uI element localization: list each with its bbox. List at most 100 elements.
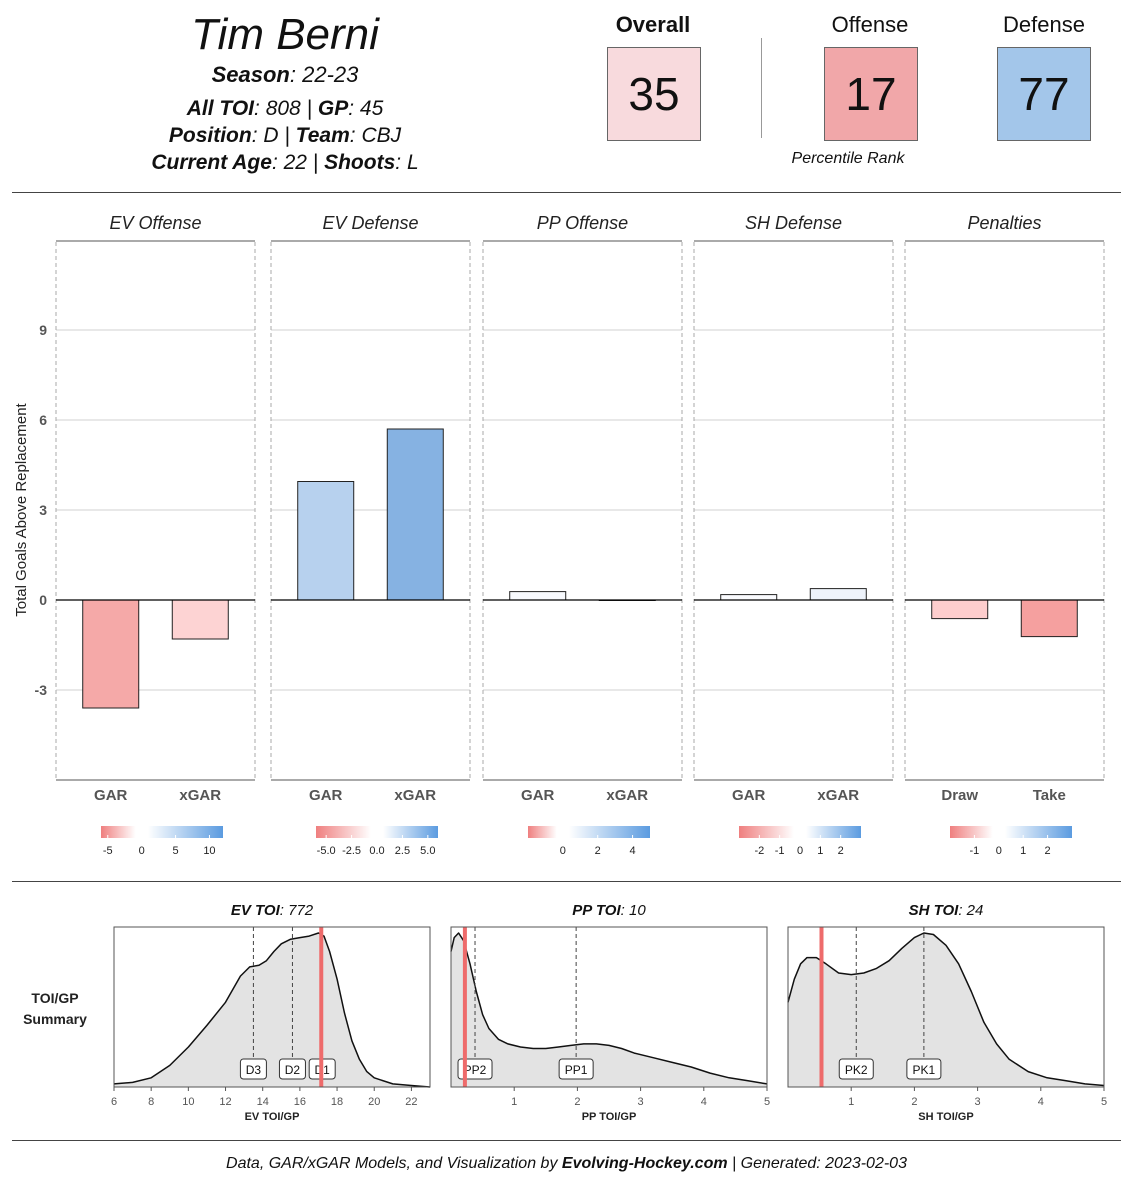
x-tick-label: 14 — [257, 1096, 269, 1108]
panel-pp-offense: PP Offense GAR xGAR 0 2 4 — [482, 213, 683, 857]
toi-title-label: PP TOI — [572, 902, 621, 919]
tier-marker-label: PP1 — [565, 1063, 588, 1077]
tier-marker-box — [906, 1058, 942, 1080]
gp-label: GP — [317, 97, 349, 120]
defense-rank-box: 77 — [997, 47, 1091, 141]
scale-tick-label: 2 — [1045, 845, 1051, 857]
x-tick-label: GAR — [94, 787, 128, 804]
footer-site: Evolving-Hockey.com — [561, 1155, 728, 1172]
y-tick-label: -3 — [35, 682, 48, 698]
defense-rank-title: Defense — [1003, 12, 1085, 37]
scale-tick-label: 0 — [139, 845, 145, 857]
shoots-value: L — [406, 151, 419, 174]
x-tick-label: xGAR — [606, 787, 648, 804]
tier-marker-box — [838, 1058, 874, 1080]
x-tick-label: GAR — [521, 787, 555, 804]
x-tick-label: 6 — [111, 1096, 117, 1108]
x-axis-label: SH TOI/GP — [918, 1111, 973, 1123]
scale-tick-label: 2.5 — [395, 845, 410, 857]
toi-panel-pp-toi-gp: PP TOI: 10 PP2 PP1 1 2 3 4 5 PP TOI/GP — [450, 902, 770, 1123]
color-scale-bar — [316, 826, 438, 838]
tier-marker-label: PK1 — [913, 1063, 936, 1077]
shoots-label: Shoots — [324, 151, 396, 174]
panel-title: SH Defense — [745, 213, 842, 233]
panel-title: EV Offense — [109, 213, 201, 233]
bar-xgar — [809, 588, 867, 601]
season-label: Season — [211, 62, 290, 87]
position-value: D — [263, 124, 279, 147]
color-scale-bar — [528, 826, 650, 838]
panel-title: PP Offense — [537, 213, 628, 233]
toi-panel-frame — [787, 926, 1105, 1088]
panel-ev-defense: EV Defense GAR xGAR -5.0 -2.5 0.0 2.5 5.0 — [270, 213, 471, 857]
x-tick-label: 18 — [331, 1096, 343, 1108]
gp-value: 45 — [359, 97, 384, 120]
toi-panel-title: EV TOI: 772 — [231, 902, 314, 919]
x-tick-label: xGAR — [817, 787, 859, 804]
tier-marker-box — [278, 1058, 306, 1080]
season-line: Season: 22-23 — [211, 62, 359, 87]
team-value: CBJ — [361, 124, 402, 147]
scale-tick-label: 4 — [630, 845, 636, 857]
toi-panel-frame — [450, 926, 768, 1088]
tier-marker-label: D2 — [285, 1063, 301, 1077]
y-tick-label: 9 — [39, 322, 47, 338]
bar-gar — [720, 594, 778, 601]
color-scale-bar — [739, 826, 861, 838]
footer-prefix: Data, GAR/xGAR Models, and Visualization… — [226, 1155, 562, 1172]
bar-gar — [509, 591, 567, 601]
offense-rank-title: Offense — [831, 12, 909, 37]
density-line — [787, 932, 1105, 1087]
bar-xgar — [171, 599, 229, 640]
scale-tick-label: 2 — [595, 845, 601, 857]
x-tick-label: 5 — [764, 1096, 770, 1108]
gar-bar-chart: Total Goals Above Replacement -3 0 3 6 9 EV Of… — [13, 213, 1105, 857]
middle-divider — [12, 881, 1121, 882]
panel-ev-offense: EV Offense GAR xGAR -5 0 5 10 — [55, 213, 256, 857]
scale-tick-label: 5 — [172, 845, 178, 857]
toi-label: All TOI — [186, 97, 255, 120]
position-line: Position: D | Team: CBJ — [168, 124, 402, 147]
bar-draw — [931, 599, 989, 620]
overall-rank-box: 35 — [607, 47, 701, 141]
toi-line: All TOI: 808 | GP: 45 — [186, 97, 384, 120]
color-scale-bar — [101, 826, 223, 838]
x-axis-label: EV TOI/GP — [245, 1111, 300, 1123]
density-line — [450, 932, 768, 1085]
scale-tick-label: 1 — [817, 845, 823, 857]
age-value: 22 — [283, 151, 307, 174]
y-tick-label: 3 — [39, 502, 47, 518]
header-divider — [12, 192, 1121, 193]
scale-tick-label: -1 — [970, 845, 980, 857]
scale-tick-label: 0 — [996, 845, 1002, 857]
footer-suffix: | Generated: 2023-02-03 — [727, 1155, 907, 1172]
toi-panel-title: PP TOI: 10 — [572, 902, 646, 919]
scale-tick-label: 1 — [1020, 845, 1026, 857]
offense-rank-box: 17 — [824, 47, 918, 141]
scale-tick-label: 10 — [203, 845, 215, 857]
x-tick-label: xGAR — [394, 787, 436, 804]
bar-gar — [82, 599, 140, 709]
bar-take — [1020, 599, 1078, 638]
x-tick-label: 22 — [405, 1096, 417, 1108]
team-label: Team — [295, 124, 350, 147]
season-value: 22-23 — [302, 62, 359, 87]
color-scale-bar — [950, 826, 1072, 838]
age-line: Current Age: 22 | Shoots: L — [151, 151, 419, 174]
scale-tick-label: -1 — [775, 845, 785, 857]
x-tick-label: GAR — [732, 787, 766, 804]
scale-tick-label: 0.0 — [369, 845, 384, 857]
scale-tick-label: 0 — [560, 845, 566, 857]
scale-tick-label: 0 — [797, 845, 803, 857]
panel-sh-defense: SH Defense GAR xGAR -2 -1 0 1 2 — [693, 213, 894, 857]
x-tick-label: xGAR — [179, 787, 221, 804]
toi-side-label: Summary — [23, 1011, 87, 1027]
panel-title: EV Defense — [322, 213, 418, 233]
x-tick-label: 20 — [368, 1096, 380, 1108]
tier-marker-label: PP2 — [464, 1063, 487, 1077]
toi-panel-frame — [113, 926, 431, 1088]
y-axis-label: Total Goals Above Replacement — [13, 402, 30, 616]
rank-divider — [761, 38, 762, 138]
toi-title-value: : 10 — [621, 902, 647, 919]
